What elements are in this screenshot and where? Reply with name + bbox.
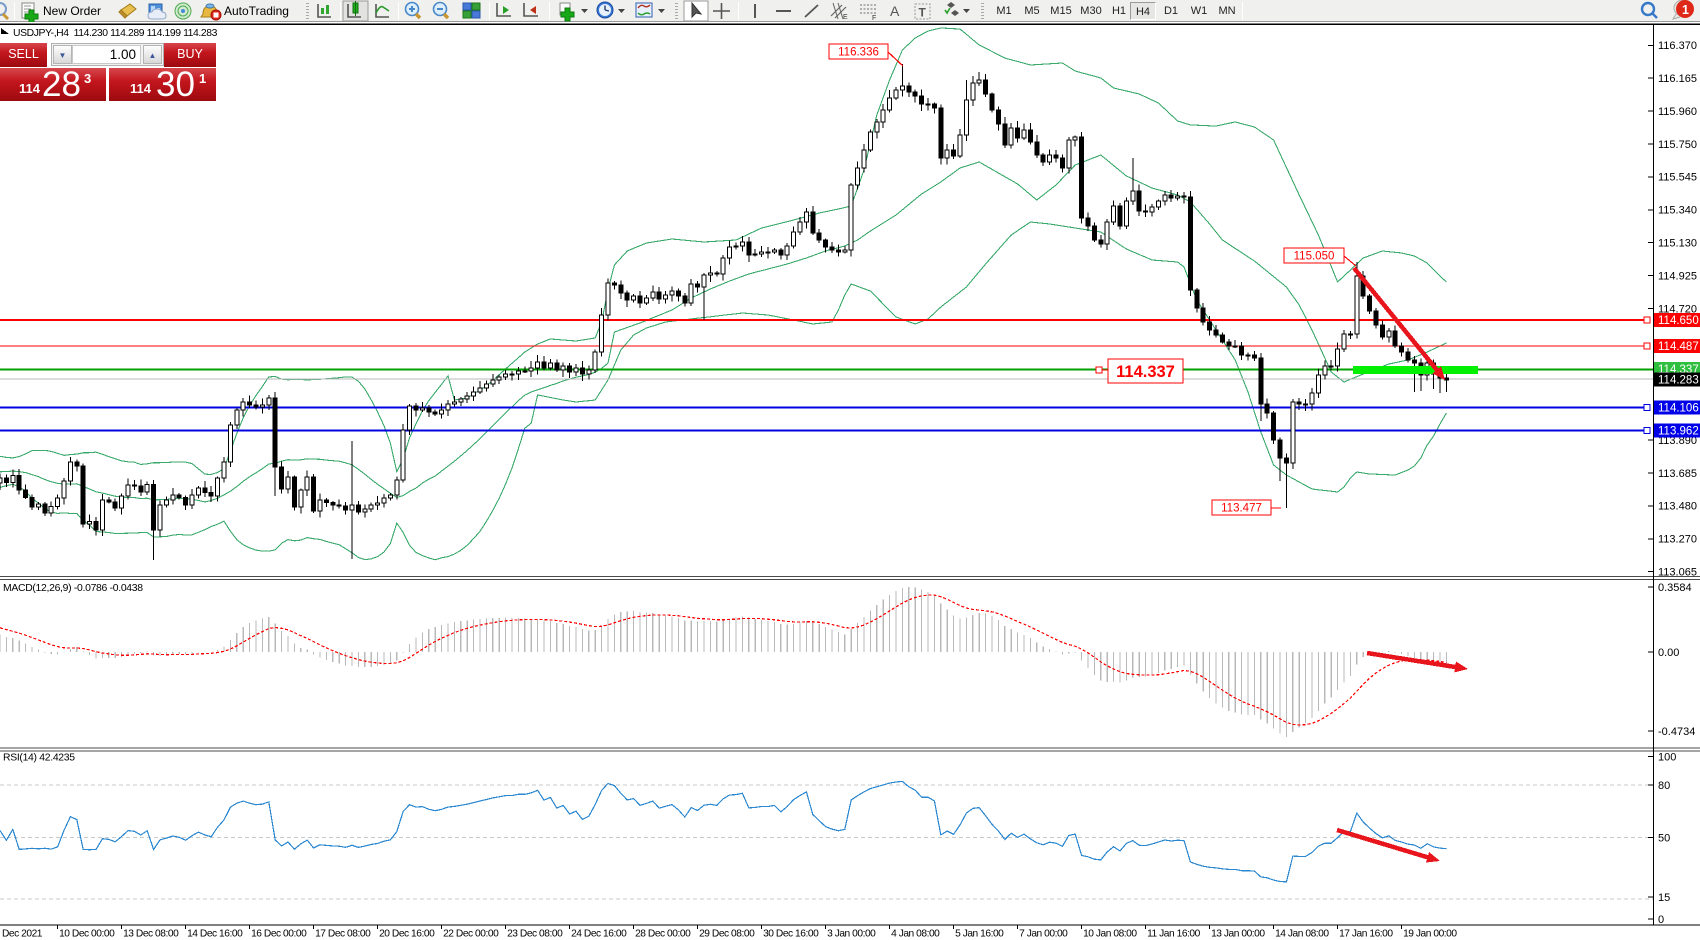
svg-text:Dec 2021: Dec 2021 bbox=[2, 929, 43, 940]
svg-text:E: E bbox=[843, 14, 848, 21]
svg-text:114.337: 114.337 bbox=[1116, 363, 1175, 381]
svg-text:113.480: 113.480 bbox=[1658, 501, 1697, 513]
svg-text:10 Jan 08:00: 10 Jan 08:00 bbox=[1083, 929, 1137, 940]
svg-text:15: 15 bbox=[1658, 892, 1670, 904]
svg-text:114.106: 114.106 bbox=[1658, 403, 1699, 415]
svg-text:114.283: 114.283 bbox=[1658, 375, 1699, 387]
svg-text:113.270: 113.270 bbox=[1658, 534, 1697, 546]
svg-text:13 Dec 08:00: 13 Dec 08:00 bbox=[123, 929, 179, 940]
svg-text:19 Jan 00:00: 19 Jan 00:00 bbox=[1403, 929, 1457, 940]
svg-text:115.130: 115.130 bbox=[1658, 238, 1697, 250]
svg-text:A: A bbox=[890, 3, 900, 19]
svg-text:113.477: 113.477 bbox=[1221, 503, 1262, 515]
svg-text:115.050: 115.050 bbox=[1294, 251, 1335, 263]
svg-text:17 Jan 16:00: 17 Jan 16:00 bbox=[1339, 929, 1393, 940]
svg-text:30 Dec 16:00: 30 Dec 16:00 bbox=[763, 929, 819, 940]
svg-text:0: 0 bbox=[1658, 914, 1664, 926]
svg-text:113.065: 113.065 bbox=[1658, 567, 1697, 579]
svg-text:80: 80 bbox=[1658, 780, 1670, 792]
svg-text:10 Dec 00:00: 10 Dec 00:00 bbox=[59, 929, 115, 940]
svg-text:17 Dec 08:00: 17 Dec 08:00 bbox=[315, 929, 371, 940]
svg-text:0.3584: 0.3584 bbox=[1658, 582, 1692, 594]
svg-text:29 Dec 08:00: 29 Dec 08:00 bbox=[699, 929, 755, 940]
svg-text:114.720: 114.720 bbox=[1658, 303, 1697, 315]
svg-text:-0.4734: -0.4734 bbox=[1658, 726, 1695, 738]
svg-text:13 Jan 00:00: 13 Jan 00:00 bbox=[1211, 929, 1265, 940]
svg-text:115.545: 115.545 bbox=[1658, 172, 1697, 184]
svg-text:0.00: 0.00 bbox=[1658, 647, 1679, 659]
svg-text:14 Dec 16:00: 14 Dec 16:00 bbox=[187, 929, 243, 940]
svg-text:28 Dec 00:00: 28 Dec 00:00 bbox=[635, 929, 691, 940]
svg-text:11 Jan 16:00: 11 Jan 16:00 bbox=[1147, 929, 1201, 940]
svg-text:23 Dec 08:00: 23 Dec 08:00 bbox=[507, 929, 563, 940]
svg-text:USDJPY-,H4 114.230 114.289 11: USDJPY-,H4 114.230 114.289 114.199 114.2… bbox=[13, 28, 218, 39]
svg-text:T: T bbox=[919, 6, 927, 20]
svg-text:113.685: 113.685 bbox=[1658, 468, 1697, 480]
svg-text:114.925: 114.925 bbox=[1658, 270, 1697, 282]
svg-text:3 Jan 00:00: 3 Jan 00:00 bbox=[827, 929, 876, 940]
svg-text:116.165: 116.165 bbox=[1658, 73, 1697, 85]
svg-text:1: 1 bbox=[1682, 3, 1689, 17]
svg-text:50: 50 bbox=[1658, 832, 1670, 844]
svg-text:116.370: 116.370 bbox=[1658, 40, 1697, 52]
svg-text:14 Jan 08:00: 14 Jan 08:00 bbox=[1275, 929, 1329, 940]
svg-text:115.960: 115.960 bbox=[1658, 106, 1697, 118]
svg-text:5 Jan 16:00: 5 Jan 16:00 bbox=[955, 929, 1004, 940]
svg-text:16 Dec 00:00: 16 Dec 00:00 bbox=[251, 929, 307, 940]
svg-text:100: 100 bbox=[1658, 751, 1676, 763]
svg-text:7 Jan 00:00: 7 Jan 00:00 bbox=[1019, 929, 1068, 940]
svg-text:113.962: 113.962 bbox=[1658, 426, 1699, 438]
svg-text:22 Dec 00:00: 22 Dec 00:00 bbox=[443, 929, 499, 940]
svg-text:115.340: 115.340 bbox=[1658, 205, 1697, 217]
svg-text:115.750: 115.750 bbox=[1658, 139, 1697, 151]
svg-text:RSI(14) 42.4235: RSI(14) 42.4235 bbox=[3, 753, 75, 764]
svg-text:4 Jan 08:00: 4 Jan 08:00 bbox=[891, 929, 940, 940]
svg-text:F: F bbox=[872, 15, 876, 22]
svg-text:116.336: 116.336 bbox=[838, 47, 879, 59]
svg-text:MACD(12,26,9) -0.0786 -0.0438: MACD(12,26,9) -0.0786 -0.0438 bbox=[3, 583, 143, 594]
svg-text:114.487: 114.487 bbox=[1658, 341, 1699, 353]
svg-text:114.650: 114.650 bbox=[1658, 315, 1699, 327]
svg-text:24 Dec 16:00: 24 Dec 16:00 bbox=[571, 929, 627, 940]
svg-text:113.890: 113.890 bbox=[1658, 435, 1697, 447]
svg-text:20 Dec 16:00: 20 Dec 16:00 bbox=[379, 929, 435, 940]
